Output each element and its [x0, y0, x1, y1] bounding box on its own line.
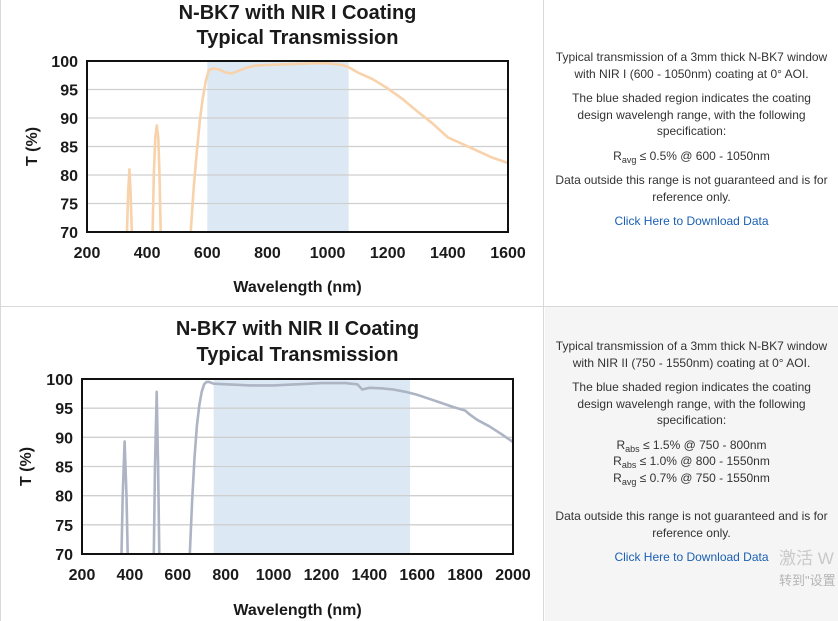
chart-subtitle: Typical Transmission [197, 27, 399, 49]
y-axis-label: T (%) [24, 127, 41, 166]
series-group [120, 380, 513, 554]
x-tick-label: 1600 [490, 245, 526, 262]
chart-row-2: N-BK7 with NIR II Coating Typical Transmi… [0, 307, 838, 621]
spec-line: Rabs ≤ 1.5% @ 750 - 800nm [616, 437, 767, 454]
activation-watermark-sub: 转到"设置 [779, 573, 836, 588]
y-tick-label: 90 [55, 430, 73, 447]
y-tick-label: 85 [60, 140, 78, 157]
x-tick-label: 1800 [447, 567, 483, 584]
y-tick-label: 90 [60, 111, 78, 128]
x-tick-label: 600 [164, 567, 191, 584]
y-tick-label: 80 [60, 168, 78, 185]
info-disclaimer: Data outside this range is not guarantee… [555, 173, 828, 204]
x-tick-label: 400 [134, 245, 161, 262]
info-shaded-note: The blue shaded region indicates the coa… [572, 91, 811, 138]
info-shaded-note: The blue shaded region indicates the coa… [572, 380, 811, 427]
series-line [189, 61, 508, 232]
chart-cell-2: N-BK7 with NIR II Coating Typical Transmi… [0, 307, 544, 621]
x-axis-label: Wavelength (nm) [233, 602, 361, 619]
transmission-chart-nir1: N-BK7 with NIR I Coating Typical Transmis… [24, 2, 526, 296]
spec-list: Ravg ≤ 0.5% @ 600 - 1050nm [553, 148, 830, 165]
y-tick-label: 75 [55, 518, 73, 535]
spec-list: Rabs ≤ 1.5% @ 750 - 800nm Rabs ≤ 1.0% @ … [553, 437, 830, 487]
x-tick-label: 1200 [304, 567, 340, 584]
series-line [151, 124, 162, 232]
y-tick-label: 70 [60, 225, 78, 242]
x-tick-label: 600 [194, 245, 221, 262]
spec-line: Ravg ≤ 0.7% @ 750 - 1550nm [613, 470, 770, 487]
series-line [188, 380, 513, 554]
x-tick-label: 800 [254, 245, 281, 262]
chart-subtitle: Typical Transmission [197, 344, 399, 366]
info-panel-1: Typical transmission of a 3mm thick N-BK… [545, 0, 838, 306]
series-line [120, 440, 129, 554]
x-tick-label: 1400 [352, 567, 388, 584]
x-tick-label: 2000 [495, 567, 531, 584]
activation-watermark: 激活 W [779, 549, 834, 568]
chart-title: N-BK7 with NIR I Coating [179, 2, 417, 24]
x-tick-label: 400 [117, 567, 144, 584]
chart-row-1: N-BK7 with NIR I Coating Typical Transmis… [0, 0, 838, 307]
x-tick-label: 1000 [256, 567, 292, 584]
x-tick-label: 200 [74, 245, 101, 262]
chart-title: N-BK7 with NIR II Coating [176, 318, 419, 340]
series-group [125, 61, 508, 232]
y-tick-label: 95 [60, 83, 78, 100]
plot-frame [81, 378, 514, 555]
x-tick-label: 1400 [430, 245, 466, 262]
y-tick-label: 85 [55, 460, 73, 477]
x-tick-label: 800 [212, 567, 239, 584]
series-line [125, 168, 134, 232]
info-disclaimer: Data outside this range is not guarantee… [555, 509, 828, 540]
chart-cell-1: N-BK7 with NIR I Coating Typical Transmis… [0, 0, 544, 306]
transmission-chart-nir2: N-BK7 with NIR II Coating Typical Transmi… [18, 318, 531, 619]
x-tick-label: 1600 [399, 567, 435, 584]
x-tick-label: 1000 [310, 245, 346, 262]
x-axis-label: Wavelength (nm) [233, 279, 361, 296]
info-description: Typical transmission of a 3mm thick N-BK… [555, 339, 828, 370]
y-axis-label: T (%) [18, 447, 35, 486]
y-tick-label: 95 [55, 401, 73, 418]
x-tick-label: 200 [69, 567, 96, 584]
y-tick-label: 100 [46, 372, 73, 389]
y-tick-label: 70 [55, 547, 73, 564]
y-tick-label: 75 [60, 197, 78, 214]
y-tick-label: 100 [51, 54, 78, 71]
download-data-link[interactable]: Click Here to Download Data [614, 214, 769, 228]
info-panel-2: Typical transmission of a 3mm thick N-BK… [545, 307, 838, 621]
download-data-link[interactable]: Click Here to Download Data [614, 550, 769, 564]
spec-line: Rabs ≤ 1.0% @ 800 - 1550nm [613, 454, 770, 470]
y-tick-label: 80 [55, 489, 73, 506]
series-line [152, 390, 161, 554]
spec-line: Ravg ≤ 0.5% @ 600 - 1050nm [613, 148, 770, 165]
plot-frame [86, 60, 509, 233]
info-description: Typical transmission of a 3mm thick N-BK… [555, 50, 828, 81]
x-tick-label: 1200 [370, 245, 406, 262]
